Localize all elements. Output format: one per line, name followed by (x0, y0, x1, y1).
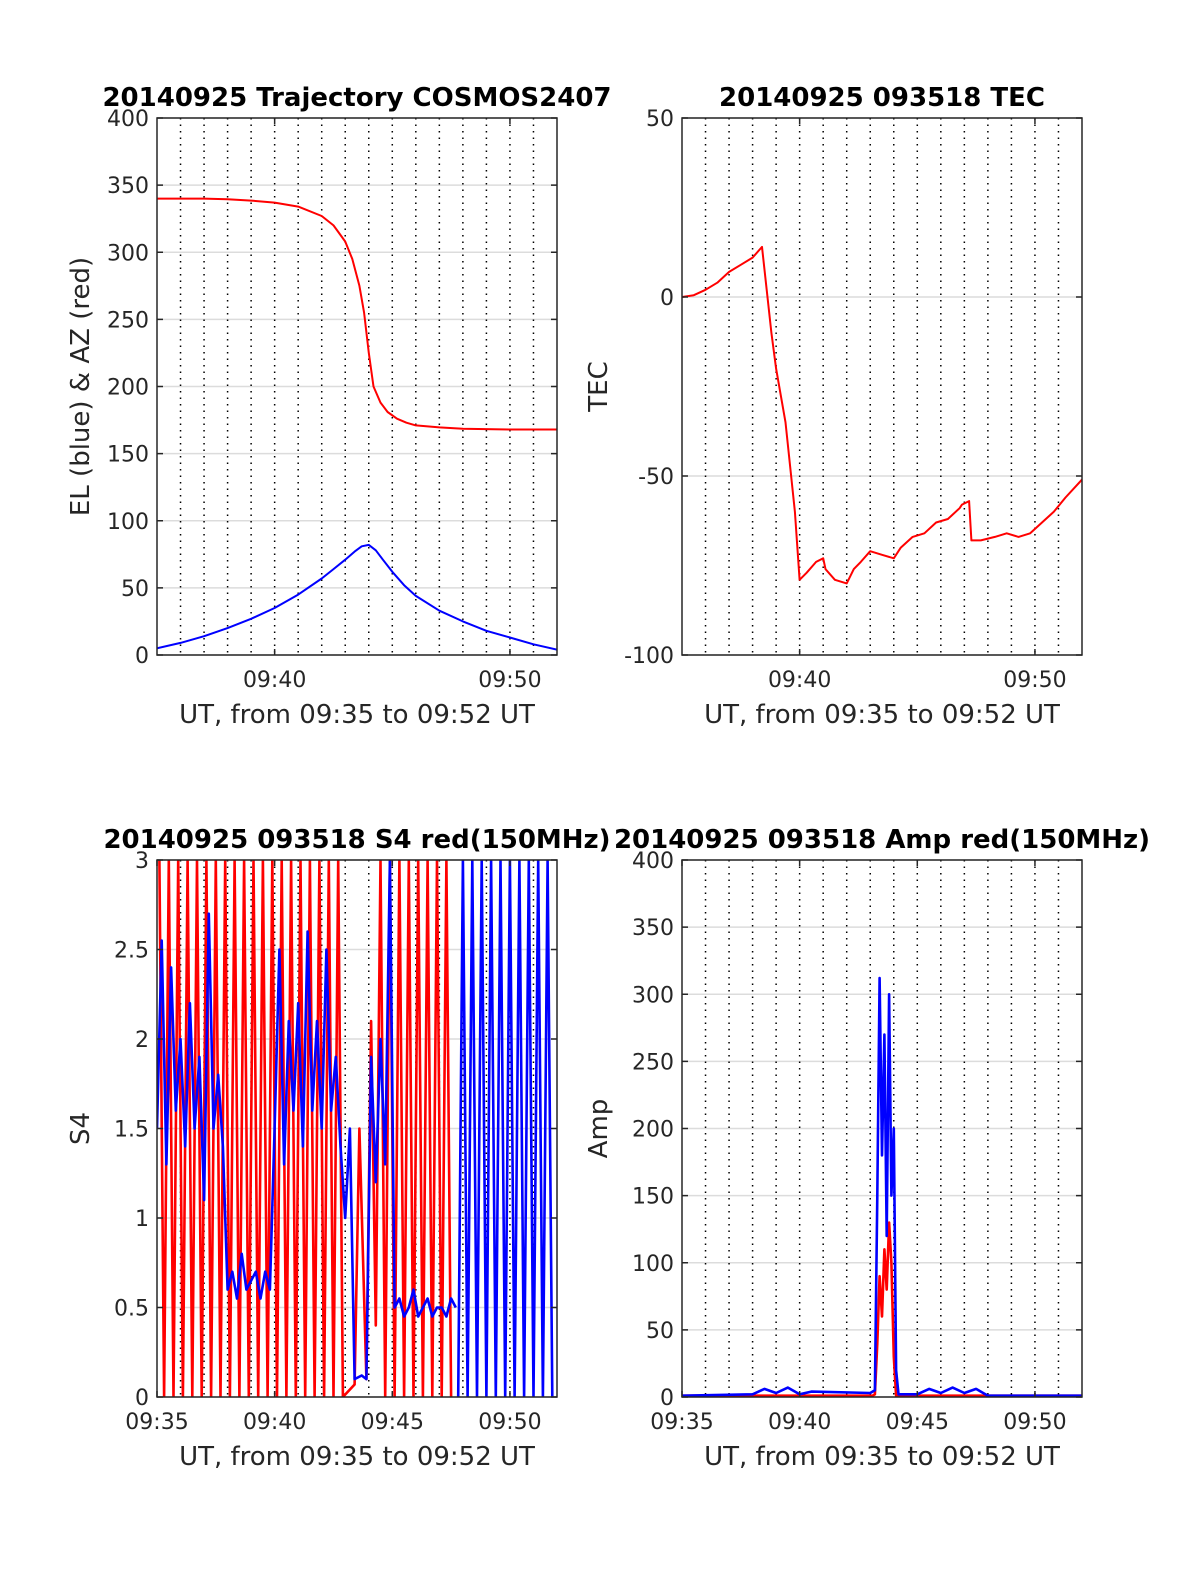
y-tick-label: 50 (646, 107, 674, 132)
y-tick-label: 0 (135, 644, 149, 669)
x-tick-label: 09:40 (768, 1410, 831, 1435)
x-tick-label: 09:35 (125, 1410, 188, 1435)
y-tick-label: 300 (107, 241, 149, 266)
y-tick-label: 0 (660, 1386, 674, 1411)
y-tick-label: 1 (135, 1207, 149, 1232)
y-tick-label: 200 (107, 376, 149, 401)
x-tick-label: 09:45 (886, 1410, 949, 1435)
x-axis-label: UT, from 09:35 to 09:52 UT (179, 700, 535, 730)
y-tick-label: 250 (632, 1050, 674, 1075)
y-tick-label: 250 (107, 308, 149, 333)
y-axis-label: EL (blue) & AZ (red) (66, 257, 96, 516)
chart-panel-2: -100 -50 0 50 09:40 09:50 20140925 093518 TEC U… (584, 83, 1083, 730)
y-tick-label: 3 (135, 849, 149, 874)
series-line-blue-2 (682, 976, 1082, 1397)
x-tick-label: 09:40 (768, 668, 831, 693)
y-tick-label: 0 (135, 1386, 149, 1411)
chart-title: 20140925 093518 Amp red(150MHz) (614, 825, 1150, 855)
chart-title: 20140925 Trajectory COSMOS2407 (102, 83, 611, 113)
x-tick-label: 09:50 (1003, 668, 1066, 693)
chart-title: 20140925 093518 S4 red(150MHz) (103, 825, 610, 855)
y-axis-label: Amp (584, 1099, 614, 1159)
series-line-red-1 (157, 197, 557, 431)
series-line-blue-2 (157, 543, 557, 651)
chart-panel-1: 0 50 100 150 200 250 300 350 400 09:40 09:50 201409… (66, 83, 612, 730)
y-tick-label: 350 (632, 916, 674, 941)
y-axis-label: TEC (584, 361, 614, 412)
y-tick-label: 1.5 (114, 1118, 149, 1143)
y-tick-label: -50 (638, 465, 674, 490)
axes-box (681, 117, 1083, 656)
y-tick-label: 400 (107, 107, 149, 132)
series-line-red-1 (682, 245, 1082, 585)
x-axis-label: UT, from 09:35 to 09:52 UT (704, 700, 1060, 730)
x-axis-label: UT, from 09:35 to 09:52 UT (704, 1442, 1060, 1472)
y-tick-label: 0 (660, 286, 674, 311)
y-tick-label: 200 (632, 1118, 674, 1143)
y-tick-label: -100 (624, 644, 674, 669)
y-tick-label: 300 (632, 983, 674, 1008)
x-tick-label: 09:40 (243, 668, 306, 693)
chart-title: 20140925 093518 TEC (719, 83, 1045, 113)
chart-panel-4: 0 50 100 150 200 250 300 350 400 09:35 09:40 09:45 0… (584, 825, 1150, 1472)
y-tick-label: 0.5 (114, 1297, 149, 1322)
y-tick-label: 350 (107, 174, 149, 199)
y-tick-label: 150 (107, 443, 149, 468)
y-tick-label: 100 (632, 1252, 674, 1277)
y-tick-label: 150 (632, 1185, 674, 1210)
x-tick-label: 09:45 (361, 1410, 424, 1435)
chart-panel-3: 0 0.5 1 1.5 2 2.5 3 09:35 09:40 09:45 09:50 2014092… (66, 825, 611, 1472)
series-line-blue-3 (456, 860, 554, 1397)
x-tick-label: 09:50 (478, 668, 541, 693)
x-tick-label: 09:50 (1003, 1410, 1066, 1435)
y-axis-label: S4 (66, 1112, 96, 1145)
y-tick-label: 100 (107, 510, 149, 535)
x-tick-label: 09:40 (243, 1410, 306, 1435)
x-axis-label: UT, from 09:35 to 09:52 UT (179, 1442, 535, 1472)
series-line-blue-2 (157, 860, 457, 1381)
x-tick-label: 09:35 (650, 1410, 713, 1435)
x-tick-label: 09:50 (478, 1410, 541, 1435)
y-tick-label: 50 (121, 577, 149, 602)
y-tick-label: 2 (135, 1028, 149, 1053)
y-tick-label: 400 (632, 849, 674, 874)
y-tick-label: 50 (646, 1319, 674, 1344)
y-tick-label: 2.5 (114, 939, 149, 964)
series-line-red-1 (682, 1221, 1082, 1397)
